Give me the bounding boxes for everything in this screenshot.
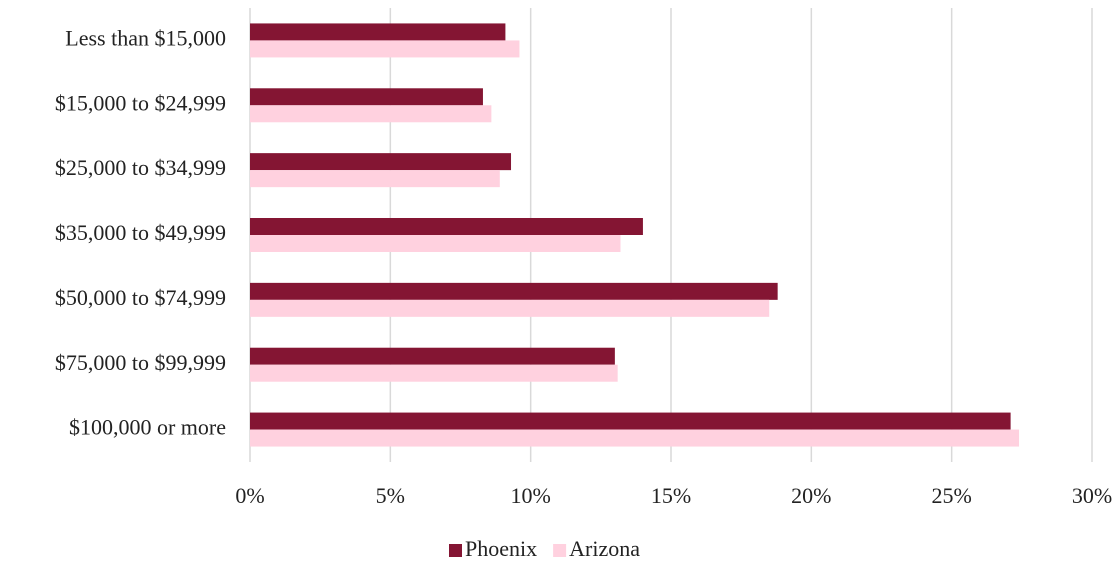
- bar: [250, 105, 492, 123]
- y-tick-label: Less than $15,000: [65, 25, 226, 50]
- bar: [250, 347, 615, 365]
- legend-label: Phoenix: [465, 536, 537, 561]
- x-tick-label: 30%: [1072, 483, 1112, 508]
- bar: [250, 429, 1020, 447]
- bar: [250, 218, 643, 235]
- x-tick-label: 5%: [376, 483, 405, 508]
- bar: [250, 364, 618, 382]
- x-tick-label: 20%: [791, 483, 831, 508]
- legend-label: Arizona: [569, 536, 640, 561]
- bar: [250, 299, 770, 317]
- bar: [250, 23, 506, 41]
- legend-swatch: [553, 544, 567, 557]
- y-tick-label: $75,000 to $99,999: [55, 350, 226, 375]
- bar: [250, 170, 500, 188]
- bar: [250, 282, 778, 300]
- y-tick-label: $25,000 to $34,999: [55, 155, 226, 180]
- bar: [250, 40, 520, 58]
- y-tick-label: $50,000 to $74,999: [55, 285, 226, 310]
- x-tick-label: 10%: [511, 483, 551, 508]
- y-tick-label: $35,000 to $49,999: [55, 220, 226, 245]
- x-tick-label: 25%: [932, 483, 972, 508]
- y-tick-label: $15,000 to $24,999: [55, 90, 226, 115]
- x-tick-label: 15%: [651, 483, 691, 508]
- bar: [250, 153, 512, 171]
- bar: [250, 412, 1011, 430]
- x-tick-label: 0%: [235, 483, 264, 508]
- y-tick-label: $100,000 or more: [69, 415, 226, 440]
- bar: [250, 235, 621, 252]
- legend-swatch: [449, 544, 462, 557]
- bar: [250, 88, 483, 106]
